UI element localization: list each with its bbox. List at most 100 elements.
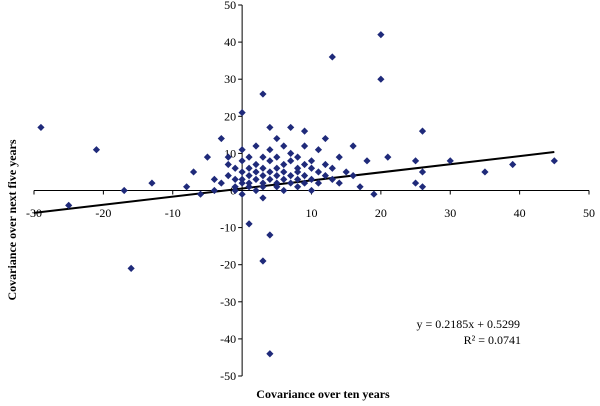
- data-point: [294, 183, 302, 191]
- data-point: [321, 160, 329, 169]
- trendline-r-squared: R² = 0.0741: [464, 333, 521, 347]
- data-point: [481, 168, 489, 176]
- data-point: [252, 175, 260, 183]
- data-point: [231, 183, 239, 191]
- data-point: [287, 149, 295, 157]
- data-point: [307, 175, 316, 183]
- data-point: [231, 175, 239, 183]
- data-point: [335, 179, 343, 187]
- data-point: [238, 175, 246, 183]
- data-point: [335, 153, 343, 161]
- data-point: [266, 168, 274, 176]
- data-point: [245, 179, 253, 187]
- y-tick-label: 30: [224, 72, 236, 86]
- data-point: [377, 75, 385, 83]
- data-point: [259, 172, 267, 180]
- data-point: [287, 157, 295, 165]
- data-point: [411, 179, 420, 187]
- data-point: [37, 123, 45, 132]
- data-point: [300, 142, 309, 150]
- data-point: [294, 164, 302, 172]
- y-tick-label: -10: [220, 221, 236, 235]
- data-point: [259, 90, 267, 98]
- data-point: [224, 172, 232, 180]
- data-point: [321, 172, 329, 180]
- data-point: [266, 157, 274, 165]
- data-point: [245, 220, 253, 228]
- data-point: [280, 168, 288, 176]
- y-tick-label: 40: [224, 35, 236, 49]
- data-point: [252, 160, 260, 169]
- data-point: [509, 160, 517, 169]
- data-point: [273, 183, 281, 191]
- data-point: [280, 142, 288, 150]
- data-point: [273, 172, 281, 180]
- data-point: [189, 168, 198, 176]
- data-point: [314, 168, 323, 176]
- data-point: [446, 157, 454, 165]
- data-point: [252, 142, 260, 150]
- data-point: [280, 186, 288, 195]
- data-point: [294, 168, 302, 176]
- data-point: [294, 175, 302, 183]
- x-tick-label: -10: [165, 206, 181, 220]
- data-point: [307, 164, 316, 172]
- data-point: [300, 179, 309, 187]
- data-point: [273, 134, 281, 143]
- data-point: [370, 190, 378, 198]
- data-point: [321, 134, 329, 143]
- data-point: [328, 53, 336, 61]
- data-point: [314, 179, 323, 187]
- data-point: [245, 172, 253, 180]
- data-point: [183, 183, 191, 191]
- data-point: [238, 108, 246, 117]
- data-point: [245, 153, 253, 161]
- data-point: [280, 160, 288, 169]
- data-point: [238, 190, 246, 198]
- trendline-equation: y = 0.2185x + 0.5299: [416, 317, 520, 331]
- x-tick-label: 50: [583, 206, 595, 220]
- data-point: [266, 175, 274, 183]
- data-point: [259, 257, 267, 265]
- data-point: [287, 179, 295, 187]
- data-point: [349, 142, 357, 150]
- data-point: [148, 179, 156, 187]
- y-axis-title: Covariance over next five years: [5, 139, 19, 300]
- data-point: [384, 153, 392, 161]
- x-axis-title: Covariance over ten years: [256, 387, 390, 401]
- data-point: [259, 194, 267, 202]
- data-point: [252, 186, 260, 195]
- data-point: [238, 146, 246, 154]
- data-point: [259, 179, 267, 187]
- data-point: [224, 153, 232, 161]
- data-point: [231, 164, 239, 172]
- data-point: [196, 190, 205, 198]
- y-tick-label: 50: [224, 0, 236, 12]
- x-tick-label: 30: [444, 206, 456, 220]
- data-point: [300, 160, 309, 169]
- data-point: [252, 168, 260, 176]
- data-point: [238, 168, 246, 176]
- data-point: [377, 31, 385, 39]
- data-point: [356, 183, 364, 191]
- data-point: [245, 164, 253, 172]
- data-point: [300, 127, 309, 135]
- data-point: [287, 123, 295, 132]
- data-point: [203, 153, 212, 161]
- data-point: [210, 175, 218, 183]
- x-tick-label: -20: [95, 206, 111, 220]
- data-point: [245, 183, 253, 191]
- data-point: [307, 157, 316, 165]
- data-point: [418, 183, 427, 191]
- y-tick-label: -50: [220, 369, 236, 383]
- data-point: [259, 153, 267, 161]
- data-points: [37, 31, 558, 358]
- data-point: [418, 127, 427, 135]
- data-point: [550, 157, 558, 165]
- data-point: [363, 157, 371, 165]
- data-point: [259, 183, 267, 191]
- data-point: [418, 168, 427, 176]
- x-tick-label: -30: [26, 206, 42, 220]
- data-point: [217, 179, 225, 187]
